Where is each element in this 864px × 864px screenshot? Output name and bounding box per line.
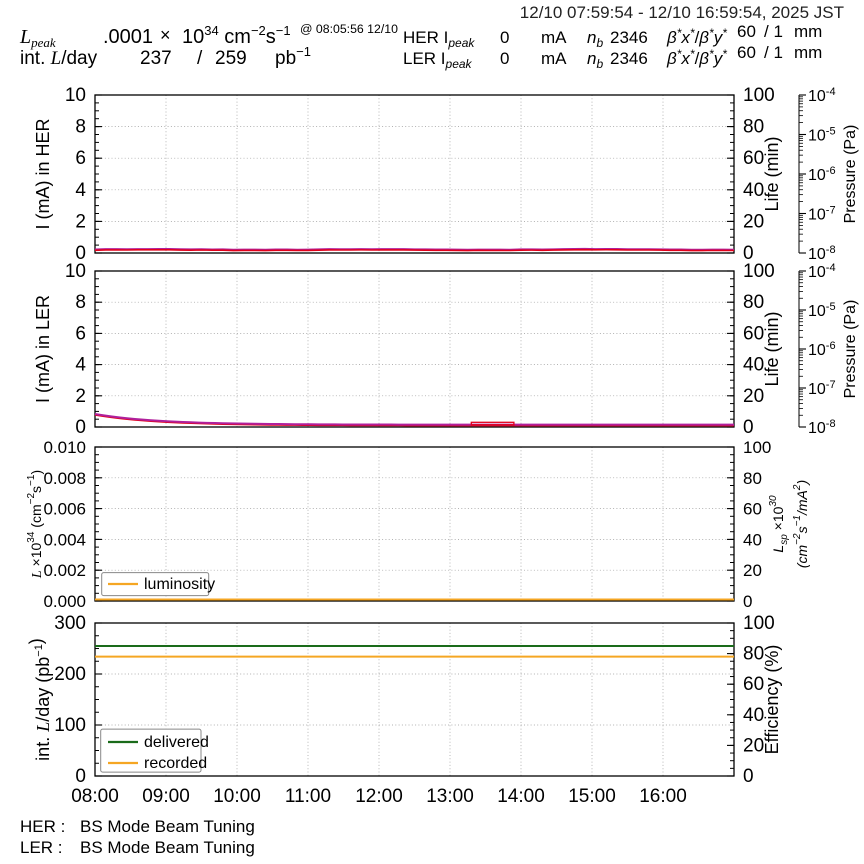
svg-text:40: 40: [743, 355, 764, 376]
svg-text:20: 20: [743, 386, 764, 407]
svg-text:Life (min): Life (min): [762, 136, 782, 211]
svg-text:delivered: delivered: [144, 734, 209, 751]
svg-text:20: 20: [743, 561, 762, 580]
svg-text:BS Mode Beam Tuning: BS Mode Beam Tuning: [80, 838, 255, 857]
svg-text:0: 0: [75, 766, 86, 787]
svg-text:100: 100: [743, 613, 775, 634]
svg-text:80: 80: [743, 117, 764, 138]
svg-text:0.006: 0.006: [43, 500, 86, 519]
svg-text:4: 4: [75, 180, 86, 201]
svg-text:10: 10: [65, 261, 86, 282]
svg-text:4: 4: [75, 355, 86, 376]
svg-text:0: 0: [75, 417, 86, 438]
svg-text:100: 100: [743, 85, 775, 106]
svg-text:L ×1034 (cm−2s−1): L ×1034 (cm−2s−1): [26, 470, 45, 579]
svg-text:8: 8: [75, 117, 86, 138]
svg-text:0.002: 0.002: [43, 561, 86, 580]
svg-text:13:00: 13:00: [426, 786, 474, 807]
svg-text:HER :: HER :: [20, 817, 65, 836]
svg-text:2: 2: [75, 386, 86, 407]
svg-text:09:00: 09:00: [142, 786, 190, 807]
svg-text:40: 40: [743, 530, 762, 549]
svg-text:20: 20: [743, 211, 764, 232]
svg-text:2: 2: [75, 211, 86, 232]
svg-text:8: 8: [75, 292, 86, 313]
svg-text:80: 80: [743, 644, 764, 665]
svg-text:recorded: recorded: [144, 755, 207, 772]
svg-text:10: 10: [65, 85, 86, 106]
svg-text:Efficiency (%): Efficiency (%): [762, 645, 782, 755]
svg-text:0: 0: [743, 417, 754, 438]
svg-text:80: 80: [743, 292, 764, 313]
svg-text:20: 20: [743, 735, 764, 756]
svg-text:12:00: 12:00: [355, 786, 403, 807]
svg-text:11:00: 11:00: [285, 786, 331, 807]
svg-text:80: 80: [743, 469, 762, 488]
svg-text:60: 60: [743, 500, 762, 519]
svg-text:Life (min): Life (min): [762, 311, 782, 386]
svg-text:6: 6: [75, 323, 86, 344]
svg-text:100: 100: [54, 715, 86, 736]
svg-text:14:00: 14:00: [497, 786, 545, 807]
svg-text:16:00: 16:00: [639, 786, 687, 807]
svg-text:0: 0: [743, 766, 754, 787]
svg-text:0: 0: [743, 592, 752, 611]
svg-text:100: 100: [743, 438, 771, 457]
svg-text:I (mA) in LER: I (mA) in LER: [33, 295, 53, 403]
svg-text:08:00: 08:00: [71, 786, 119, 807]
svg-text:0.000: 0.000: [43, 592, 86, 611]
svg-text:60: 60: [743, 674, 764, 695]
svg-text:Pressure (Pa): Pressure (Pa): [842, 300, 859, 399]
svg-text:10:00: 10:00: [213, 786, 261, 807]
svg-text:60: 60: [743, 323, 764, 344]
svg-text:15:00: 15:00: [568, 786, 616, 807]
svg-text:40: 40: [743, 705, 764, 726]
svg-text:LER :: LER :: [20, 838, 63, 857]
svg-text:40: 40: [743, 180, 764, 201]
svg-text:6: 6: [75, 148, 86, 169]
svg-text:200: 200: [54, 664, 86, 685]
svg-text:0.010: 0.010: [43, 438, 86, 457]
svg-text:Pressure (Pa): Pressure (Pa): [842, 125, 859, 224]
svg-text:300: 300: [54, 613, 86, 634]
svg-text:I (mA) in HER: I (mA) in HER: [33, 118, 53, 229]
svg-text:60: 60: [743, 148, 764, 169]
svg-text:0.008: 0.008: [43, 469, 86, 488]
svg-text:12/10 07:59:54 - 12/10 16:59:5: 12/10 07:59:54 - 12/10 16:59:54, 2025 JS…: [520, 3, 844, 22]
svg-text:BS Mode Beam Tuning: BS Mode Beam Tuning: [80, 817, 255, 836]
svg-text:luminosity: luminosity: [144, 576, 215, 593]
svg-text:0.004: 0.004: [43, 530, 86, 549]
svg-text:100: 100: [743, 261, 775, 282]
